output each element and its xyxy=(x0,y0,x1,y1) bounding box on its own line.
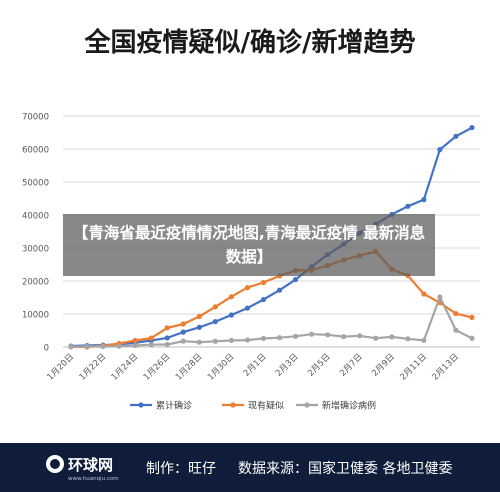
y-axis-ticks: 0 10000 20000 30000 40000 50000 60000 70000 xyxy=(22,113,49,354)
data-point xyxy=(405,203,411,209)
data-point xyxy=(148,335,154,341)
logo-name: 环球网 xyxy=(68,455,114,474)
logo-url: www.huanqiu.com xyxy=(68,475,119,482)
y-tick-label: 20000 xyxy=(22,278,49,288)
data-point xyxy=(148,342,154,348)
data-point xyxy=(469,314,475,321)
x-axis-ticks: 1月20日 1月22日 1月24日 1月26日 1月28日 1月30日 2月1日 2月3日 2月… xyxy=(46,352,461,383)
y-tick-label: 30000 xyxy=(22,245,49,255)
data-point xyxy=(292,276,299,283)
data-point xyxy=(212,318,218,325)
data-point xyxy=(260,279,267,286)
data-point xyxy=(180,329,186,335)
data-point xyxy=(180,338,186,344)
data-point xyxy=(405,336,411,342)
logo[interactable]: 环球网 www.huanqiu.com xyxy=(46,454,138,482)
x-tick-label: 2月11日 xyxy=(398,352,429,383)
x-tick-label: 1月22日 xyxy=(78,352,109,383)
data-point xyxy=(180,321,186,327)
x-tick-label: 2月3日 xyxy=(274,352,301,379)
legend-marker xyxy=(304,402,310,408)
legend-label: 新增确诊病例 xyxy=(322,400,376,412)
data-point xyxy=(244,285,251,291)
data-point xyxy=(453,133,459,139)
data-point xyxy=(469,124,475,131)
data-point xyxy=(132,342,138,349)
data-point xyxy=(196,339,202,345)
headline-overlay: 【青海省最近疫情情况地图,青海最近疫情 最新消息 数据】 xyxy=(63,214,435,276)
data-point xyxy=(421,197,427,203)
data-source-credit: 数据来源：国家卫健委 各地卫健委 xyxy=(238,460,453,477)
data-point xyxy=(421,337,427,343)
footer-bar: 环球网 www.huanqiu.com 制作：旺仔 数据来源：国家卫健委 各地卫健… xyxy=(0,443,500,492)
x-tick-label: 2月5日 xyxy=(306,352,333,379)
data-point xyxy=(260,335,267,342)
data-point xyxy=(373,335,379,341)
series-line xyxy=(70,126,473,348)
data-point xyxy=(389,334,395,340)
legend-label: 累计确诊 xyxy=(156,400,192,412)
series-line xyxy=(70,295,473,348)
data-point xyxy=(212,338,218,344)
x-tick-label: 2月1日 xyxy=(242,352,269,379)
x-tick-label: 1月20日 xyxy=(46,352,77,383)
x-tick-label: 1月30日 xyxy=(206,352,237,383)
data-point xyxy=(421,291,427,297)
data-point xyxy=(228,337,235,344)
data-point xyxy=(212,304,218,310)
data-point xyxy=(228,312,235,318)
y-tick-label: 40000 xyxy=(22,212,49,222)
y-tick-label: 60000 xyxy=(22,146,49,156)
data-point xyxy=(453,327,459,333)
legend: 累计确诊 现有疑似 新增确诊病例 xyxy=(130,400,376,412)
x-tick-label: 1月24日 xyxy=(110,352,141,383)
data-point xyxy=(228,294,235,300)
series-group xyxy=(68,294,475,350)
data-point xyxy=(68,344,74,350)
data-point xyxy=(260,296,267,303)
data-point xyxy=(100,343,106,350)
data-point xyxy=(164,341,170,348)
data-point xyxy=(196,313,202,320)
data-point xyxy=(276,335,283,341)
data-point xyxy=(437,294,443,300)
y-tick-label: 0 xyxy=(44,344,49,354)
data-point xyxy=(164,325,170,331)
data-point xyxy=(116,343,122,349)
data-point xyxy=(325,332,331,338)
legend-label: 现有疑似 xyxy=(248,400,284,412)
x-tick-label: 2月7日 xyxy=(338,352,365,379)
data-point xyxy=(164,335,170,341)
data-point xyxy=(437,147,443,153)
data-point xyxy=(453,311,459,317)
x-tick-label: 2月9日 xyxy=(370,352,397,379)
data-point xyxy=(132,337,138,344)
data-point xyxy=(357,333,363,339)
x-tick-label: 1月26日 xyxy=(142,352,173,383)
line-chart: 0 10000 20000 30000 40000 50000 60000 70000 1月2… xyxy=(22,113,480,412)
x-tick-label: 1月28日 xyxy=(174,352,205,383)
data-point xyxy=(244,337,251,343)
data-point xyxy=(244,305,251,311)
y-tick-label: 10000 xyxy=(22,311,49,321)
y-tick-label: 70000 xyxy=(22,113,49,123)
data-point xyxy=(308,331,315,337)
headline-text: 【青海省最近疫情情况地图,青海最近疫情 最新消息 数据】 xyxy=(72,224,426,266)
legend-marker xyxy=(230,402,236,408)
data-point xyxy=(469,335,475,341)
data-point xyxy=(341,334,347,340)
data-point xyxy=(84,343,90,350)
y-tick-label: 50000 xyxy=(22,179,49,189)
globe-icon xyxy=(46,455,64,473)
data-point xyxy=(292,333,299,339)
credits: 制作：旺仔 数据来源：国家卫健委 各地卫健委 xyxy=(146,458,452,478)
data-point xyxy=(276,287,283,293)
data-point xyxy=(196,324,202,330)
x-tick-label: 2月13日 xyxy=(430,352,461,383)
chart-title: 全国疫情疑似/确诊/新增趋势 xyxy=(84,28,416,58)
legend-marker xyxy=(138,402,144,408)
producer-credit: 制作：旺仔 xyxy=(146,460,216,477)
